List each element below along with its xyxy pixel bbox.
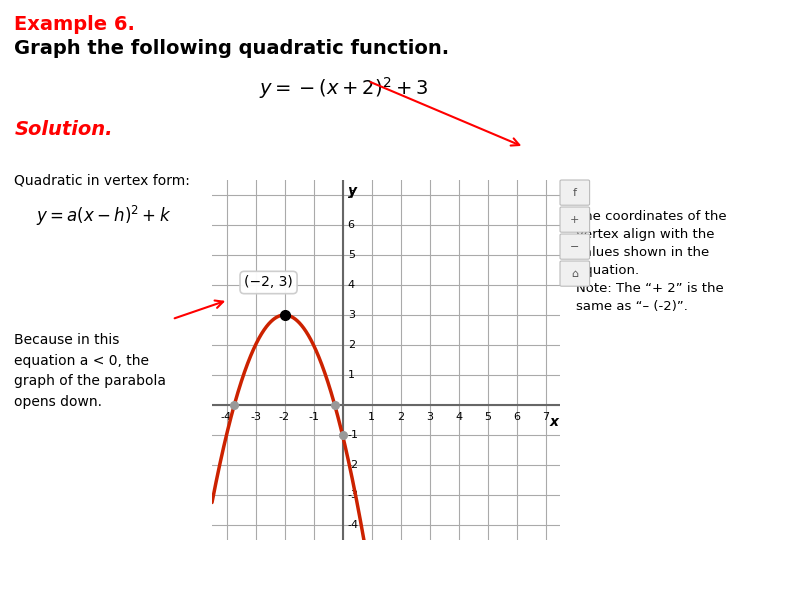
Text: Example 6.: Example 6.	[14, 15, 135, 34]
Text: 4: 4	[455, 413, 462, 422]
Text: -2: -2	[348, 460, 359, 470]
Text: Graph the following quadratic function.: Graph the following quadratic function.	[14, 39, 450, 58]
Text: -3: -3	[348, 490, 358, 500]
Text: 6: 6	[348, 220, 354, 230]
Text: 3: 3	[426, 413, 433, 422]
Text: The coordinates of the
vertex align with the
values shown in the
equation.
Note:: The coordinates of the vertex align with…	[576, 210, 726, 313]
Text: −: −	[570, 242, 579, 251]
Text: Solution.: Solution.	[14, 120, 113, 139]
Text: Because in this
equation a < 0, the
graph of the parabola
opens down.: Because in this equation a < 0, the grap…	[14, 333, 166, 409]
Text: 7: 7	[542, 413, 549, 422]
Text: 5: 5	[348, 250, 354, 260]
Text: 3: 3	[348, 310, 354, 320]
Text: y: y	[348, 185, 357, 199]
Text: -4: -4	[221, 413, 232, 422]
Text: +: +	[570, 215, 579, 224]
Text: x: x	[550, 415, 558, 430]
Text: Quadratic in vertex form:: Quadratic in vertex form:	[14, 174, 190, 188]
Text: 1: 1	[348, 370, 354, 380]
Text: $y = -(x+2)^2+3$: $y = -(x+2)^2+3$	[259, 75, 429, 101]
Text: 2: 2	[348, 340, 355, 350]
Text: -4: -4	[348, 520, 359, 530]
Text: 5: 5	[484, 413, 491, 422]
Text: -1: -1	[348, 430, 358, 440]
Text: 7: 7	[348, 190, 355, 200]
Text: f: f	[573, 188, 577, 197]
Text: $y = a(x-h)^2+k$: $y = a(x-h)^2+k$	[36, 204, 171, 228]
Text: 4: 4	[348, 280, 355, 290]
Text: -2: -2	[279, 413, 290, 422]
Text: 6: 6	[513, 413, 520, 422]
Text: -1: -1	[308, 413, 319, 422]
Text: ⌂: ⌂	[571, 269, 578, 278]
Text: -3: -3	[250, 413, 261, 422]
Text: 2: 2	[397, 413, 404, 422]
Text: 1: 1	[368, 413, 375, 422]
Text: (−2, 3): (−2, 3)	[244, 275, 293, 289]
